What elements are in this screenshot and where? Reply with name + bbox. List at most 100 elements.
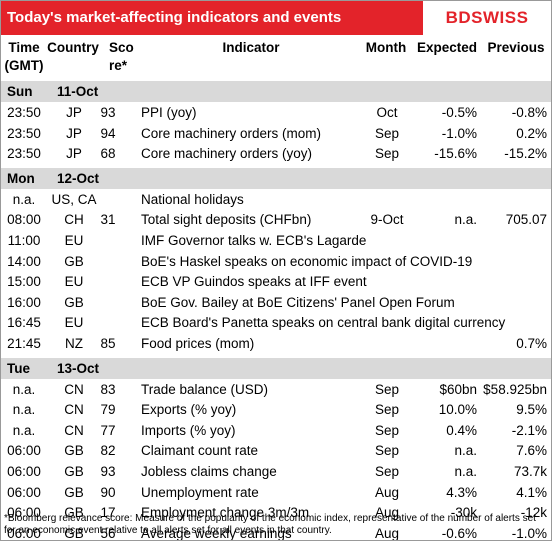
cell: 31 bbox=[100, 212, 116, 228]
cell: Sep bbox=[374, 443, 400, 459]
cell: 06:00 bbox=[7, 525, 41, 541]
cell: 7.6% bbox=[516, 443, 547, 459]
cell: 06:00 bbox=[7, 464, 41, 479]
cell: 23:50 bbox=[7, 146, 41, 162]
cell: Unemployment rate bbox=[141, 484, 259, 500]
cell: Aug bbox=[374, 505, 400, 521]
cell: CN bbox=[64, 402, 84, 418]
cell: BoE Gov. Bailey at BoE Citizens' Panel O… bbox=[141, 294, 455, 310]
cell: 06:00 bbox=[7, 505, 41, 521]
cell: National holidays bbox=[141, 191, 244, 207]
cell: 79 bbox=[100, 402, 116, 418]
cell: 4.1% bbox=[516, 484, 547, 500]
cell: n.a. bbox=[454, 212, 477, 228]
cell: Core machinery orders (mom) bbox=[141, 125, 322, 141]
cell: 9-Oct bbox=[370, 212, 404, 228]
cell: GB bbox=[64, 484, 84, 500]
cell: Sep bbox=[374, 422, 400, 438]
section-day: Mon bbox=[7, 170, 35, 186]
cell: $60bn bbox=[439, 381, 477, 397]
cell: Trade balance (USD) bbox=[141, 381, 269, 397]
section-row bbox=[1, 357, 551, 379]
cell: CN bbox=[64, 381, 84, 397]
cell: 93 bbox=[100, 105, 116, 120]
cell: 68 bbox=[100, 146, 116, 162]
header-bar: Today's market-affecting indicators and … bbox=[1, 1, 551, 35]
cell: -0.6% bbox=[441, 525, 477, 541]
column-header: Sco bbox=[109, 40, 134, 55]
cell: 0.2% bbox=[516, 125, 547, 141]
cell: Average weekly earnings bbox=[141, 525, 292, 541]
cell: 90 bbox=[100, 484, 116, 500]
cell: Sep bbox=[374, 125, 400, 141]
cell: 16:45 bbox=[7, 315, 41, 331]
cell: 0.4% bbox=[446, 422, 477, 438]
cell: 23:50 bbox=[7, 125, 41, 141]
cell: PPI (yoy) bbox=[141, 105, 197, 120]
cell: Employment change 3m/3m bbox=[141, 505, 310, 521]
cell: -1.0% bbox=[511, 525, 547, 541]
cell: Sep bbox=[374, 381, 400, 397]
cell: GB bbox=[64, 443, 84, 459]
cell: n.a. bbox=[12, 191, 36, 207]
cell: 08:00 bbox=[7, 212, 41, 228]
cell: -15.6% bbox=[434, 146, 477, 162]
cell: 23:50 bbox=[7, 105, 41, 120]
section-date: 12-Oct bbox=[57, 170, 100, 186]
cell: 06:00 bbox=[7, 484, 41, 500]
cell: -15.2% bbox=[504, 146, 547, 162]
section-date: 13-Oct bbox=[57, 360, 100, 376]
cell: 11:00 bbox=[7, 233, 41, 248]
cell: 4.3% bbox=[446, 484, 477, 500]
cell: 21:45 bbox=[7, 336, 41, 351]
cell: 16:00 bbox=[7, 294, 41, 310]
cell: 10.0% bbox=[438, 402, 477, 418]
cell: Exports (% yoy) bbox=[141, 402, 237, 418]
cell: CN bbox=[64, 422, 84, 438]
cell: Food prices (mom) bbox=[141, 336, 255, 351]
cell: -30k bbox=[450, 505, 477, 521]
cell: -0.5% bbox=[441, 105, 477, 120]
cell: EU bbox=[64, 274, 84, 290]
title: Today's market-affecting indicators and … bbox=[7, 9, 342, 26]
cell: 83 bbox=[100, 381, 116, 397]
column-header: Month bbox=[365, 40, 407, 55]
cell: -2.1% bbox=[511, 422, 547, 438]
cell: IMF Governor talks w. ECB's Lagarde bbox=[141, 233, 367, 248]
column-header: Previous bbox=[487, 40, 545, 55]
cell: Sep bbox=[374, 464, 400, 479]
section-row bbox=[1, 167, 551, 189]
cell: Claimant count rate bbox=[141, 443, 259, 459]
cell: EU bbox=[64, 233, 84, 248]
cell: BoE's Haskel speaks on economic impact o… bbox=[141, 253, 473, 269]
cell: -12k bbox=[520, 505, 547, 521]
cell: 14:00 bbox=[7, 253, 41, 269]
cell: 77 bbox=[100, 422, 116, 438]
section-row bbox=[1, 81, 551, 102]
cell: 93 bbox=[100, 464, 116, 479]
cell: JP bbox=[66, 125, 82, 141]
section-date: 11-Oct bbox=[57, 84, 99, 99]
cell: $58.925bn bbox=[483, 381, 547, 397]
logo: BDSWISS bbox=[423, 1, 551, 35]
cell: 0.7% bbox=[516, 336, 547, 351]
cell: -1.0% bbox=[441, 125, 477, 141]
cell: Sep bbox=[374, 146, 400, 162]
cell: 06:00 bbox=[7, 443, 41, 459]
section-day: Tue bbox=[7, 360, 30, 376]
cell: n.a. bbox=[454, 443, 477, 459]
column-header: Country bbox=[47, 40, 99, 55]
column-header: (GMT) bbox=[4, 58, 44, 73]
cell: Imports (% yoy) bbox=[141, 422, 236, 438]
section-day: Sun bbox=[7, 84, 33, 99]
cell: 15:00 bbox=[7, 274, 41, 290]
cell: Core machinery orders (yoy) bbox=[141, 146, 313, 162]
cell: 17 bbox=[100, 505, 116, 521]
cell: 94 bbox=[100, 125, 116, 141]
cell: Oct bbox=[376, 105, 398, 120]
cell: ECB Board's Panetta speaks on central ba… bbox=[141, 315, 506, 331]
cell: 85 bbox=[100, 336, 116, 351]
footnote: *Bloomberg relevance score: Measure of t… bbox=[4, 513, 536, 536]
column-header: Indicator bbox=[222, 40, 280, 55]
cell: NZ bbox=[65, 336, 83, 351]
